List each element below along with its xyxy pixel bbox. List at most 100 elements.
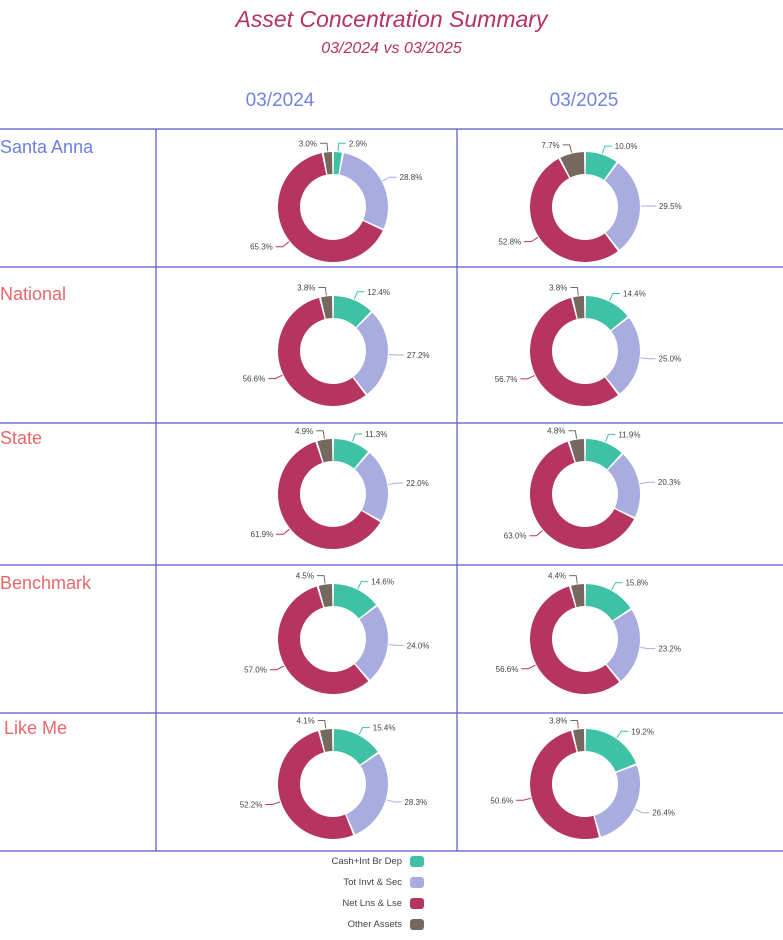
data-label: 27.2% xyxy=(407,351,430,360)
slice-tot-invt-sec xyxy=(355,606,389,680)
leader-line xyxy=(388,644,404,646)
leader-line xyxy=(520,374,535,380)
data-label: 23.2% xyxy=(658,645,681,654)
data-label: 12.4% xyxy=(367,288,390,297)
data-label: 24.0% xyxy=(407,641,430,650)
slice-other-assets xyxy=(560,152,585,178)
data-label: 28.8% xyxy=(400,173,423,182)
data-label: 56.7% xyxy=(495,375,518,384)
donut-national-03-2025: 14.4% 25.0% 56.7% 3.8% xyxy=(495,283,682,407)
donut-like-me-03-2024: 15.4% 28.3% 52.2% 4.1% xyxy=(240,717,427,840)
legend: Cash+Int Br Dep Tot Invt & Sec Net Lns &… xyxy=(310,853,430,937)
slice-net-lns-lse xyxy=(277,586,369,695)
slice-net-lns-lse xyxy=(529,441,634,549)
data-label: 56.6% xyxy=(496,665,519,674)
slice-other-assets xyxy=(573,296,585,319)
slice-other-assets xyxy=(318,584,333,608)
data-label: 52.8% xyxy=(498,238,521,247)
slice-net-lns-lse xyxy=(530,730,599,839)
leader-line xyxy=(521,664,536,670)
leader-line xyxy=(601,145,612,154)
donut-santa-anna-03-2024: 2.9% 28.8% 65.3% 3.0% xyxy=(250,139,423,263)
leader-line xyxy=(358,726,370,735)
data-label: 3.8% xyxy=(549,716,567,725)
leader-line xyxy=(604,433,616,443)
row-label-like-me: Like Me xyxy=(4,718,68,738)
leader-line xyxy=(316,575,326,584)
donut-benchmark-03-2025: 15.8% 23.2% 56.6% 4.4% xyxy=(496,572,681,694)
slice-net-lns-lse xyxy=(278,441,381,549)
data-label: 4.4% xyxy=(548,572,566,581)
leader-line xyxy=(611,582,623,590)
leader-line xyxy=(570,719,579,729)
legend-item-cash: Cash+Int Br Dep xyxy=(310,853,430,873)
slice-net-lns-lse xyxy=(277,297,366,407)
data-label: 4.5% xyxy=(296,572,314,581)
legend-swatch xyxy=(410,856,424,867)
leader-line xyxy=(529,530,543,537)
data-label: 3.8% xyxy=(297,283,315,292)
row-label-benchmark: Benchmark xyxy=(0,573,92,593)
slice-net-lns-lse xyxy=(278,153,383,263)
leader-line xyxy=(640,646,656,650)
donut-national-03-2024: 12.4% 27.2% 56.6% 3.8% xyxy=(243,283,430,407)
leader-line xyxy=(568,430,578,439)
leader-line xyxy=(388,482,404,485)
slice-tot-invt-sec xyxy=(339,153,388,229)
data-label: 11.9% xyxy=(618,430,640,439)
leader-line xyxy=(275,241,290,248)
chart-subtitle: 03/2024 vs 03/2025 xyxy=(321,40,462,57)
donut-santa-anna-03-2025: 10.0% 29.5% 52.8% 7.7% xyxy=(498,141,682,263)
row-label-santa-anna: Santa Anna xyxy=(0,137,94,157)
slice-tot-invt-sec xyxy=(607,454,640,518)
slice-cash-int-br-dep xyxy=(333,439,369,469)
leader-line xyxy=(386,799,402,803)
data-label: 22.0% xyxy=(406,479,429,488)
row-label-national: National xyxy=(0,284,67,304)
data-label: 4.8% xyxy=(547,427,565,436)
slice-cash-int-br-dep xyxy=(585,729,637,772)
data-label: 14.6% xyxy=(371,578,394,587)
data-label: 3.0% xyxy=(299,139,317,148)
slice-tot-invt-sec xyxy=(605,317,640,394)
legend-swatch xyxy=(410,919,424,930)
data-label: 57.0% xyxy=(244,666,267,675)
leader-line xyxy=(269,665,285,671)
data-label: 15.8% xyxy=(625,579,648,588)
slice-other-assets xyxy=(317,439,333,463)
data-label: 2.9% xyxy=(349,139,367,148)
slice-net-lns-lse xyxy=(529,586,620,694)
leader-line xyxy=(316,430,325,439)
donut-benchmark-03-2024: 14.6% 24.0% 57.0% 4.5% xyxy=(244,572,430,695)
column-header-2024: 03/2024 xyxy=(245,90,315,111)
legend-item-loans: Net Lns & Lse xyxy=(310,895,430,915)
data-label: 4.1% xyxy=(297,717,315,726)
slice-cash-int-br-dep xyxy=(585,296,628,331)
data-label: 4.9% xyxy=(295,427,313,436)
data-label: 50.6% xyxy=(490,796,513,805)
data-label: 7.7% xyxy=(541,141,559,150)
slice-net-lns-lse xyxy=(529,297,619,407)
data-label: 3.8% xyxy=(549,283,567,292)
legend-swatch xyxy=(410,877,424,888)
leader-line xyxy=(337,142,346,152)
slice-net-lns-lse xyxy=(277,731,354,840)
leader-line xyxy=(516,797,531,801)
leader-line xyxy=(353,291,365,300)
leader-line xyxy=(357,581,369,589)
slice-other-assets xyxy=(569,439,585,463)
chart-title: Asset Concentration Summary xyxy=(235,6,548,32)
slice-other-assets xyxy=(571,584,585,608)
slice-cash-int-br-dep xyxy=(333,152,342,175)
leader-line xyxy=(562,144,573,153)
data-label: 25.0% xyxy=(659,355,682,364)
data-label: 52.2% xyxy=(240,801,263,810)
leader-line xyxy=(634,808,650,814)
slice-tot-invt-sec xyxy=(346,753,389,835)
slice-tot-invt-sec xyxy=(594,765,640,837)
donut-state-03-2025: 11.9% 20.3% 63.0% 4.8% xyxy=(504,427,681,549)
data-label: 11.3% xyxy=(365,430,387,439)
legend-label: Tot Invt & Sec xyxy=(343,877,402,888)
column-header-2025: 03/2025 xyxy=(549,90,619,111)
